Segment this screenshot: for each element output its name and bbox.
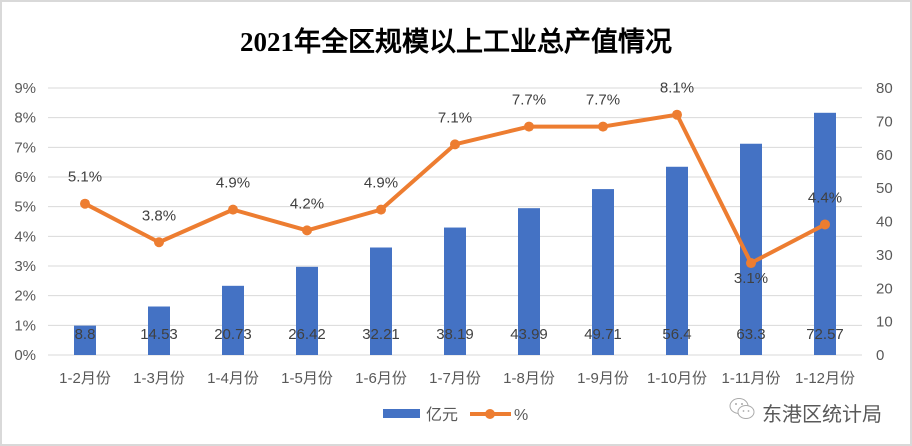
left-tick-label: 0% <box>14 347 36 364</box>
line-point <box>376 204 386 215</box>
right-tick-label: 70 <box>876 113 893 130</box>
bar-data-label: 14.53 <box>140 326 178 343</box>
line-data-label: 3.8% <box>142 207 176 224</box>
line-data-label: 5.1% <box>68 169 102 186</box>
x-tick-label: 1-3月份 <box>133 370 185 387</box>
bar <box>74 325 96 355</box>
left-tick-label: 3% <box>14 258 36 275</box>
x-tick-label: 1-5月份 <box>281 370 333 387</box>
watermark-text: 东港区统计局 <box>762 403 882 426</box>
left-tick-label: 4% <box>14 228 36 245</box>
line-point <box>80 198 90 209</box>
bar <box>814 112 836 355</box>
x-tick-label: 1-6月份 <box>355 370 407 387</box>
bar-data-label: 43.99 <box>510 326 548 343</box>
right-tick-label: 40 <box>876 214 893 231</box>
x-tick-label: 1-7月份 <box>429 370 481 387</box>
left-tick-label: 8% <box>14 110 36 127</box>
line-data-label: 4.9% <box>216 175 250 192</box>
line-point <box>228 204 238 215</box>
bar <box>370 247 392 355</box>
bar <box>296 266 318 355</box>
left-tick-label: 9% <box>14 80 36 97</box>
line-point <box>820 219 830 230</box>
watermark: 东港区统计局 <box>728 396 882 428</box>
chart-title: 2021年全区规模以上工业总产值情况 <box>240 27 672 57</box>
bar <box>444 227 466 355</box>
bar-data-label: 63.3 <box>736 326 765 343</box>
line-data-label: 8.1% <box>660 80 694 97</box>
left-tick-label: 2% <box>14 288 36 305</box>
right-tick-label: 20 <box>876 280 893 297</box>
bar-data-label: 56.4 <box>662 326 691 343</box>
line-data-label: 4.4% <box>808 189 842 206</box>
right-tick-label: 30 <box>876 247 893 264</box>
left-tick-label: 1% <box>14 317 36 334</box>
x-tick-label: 1-9月份 <box>577 370 629 387</box>
bar <box>518 208 540 355</box>
right-tick-label: 10 <box>876 314 893 331</box>
right-tick-label: 80 <box>876 80 893 97</box>
right-tick-label: 60 <box>876 147 893 164</box>
bar <box>740 143 762 355</box>
line-data-label: 4.9% <box>364 175 398 192</box>
bar <box>222 285 244 355</box>
line-data-label: 4.2% <box>290 195 324 212</box>
left-tick-label: 5% <box>14 199 36 216</box>
line-point <box>154 237 164 248</box>
x-tick-label: 1-8月份 <box>503 370 555 387</box>
bar <box>148 306 170 355</box>
wechat-icon <box>728 396 756 428</box>
legend-swatch-bar <box>383 409 420 418</box>
line-data-label: 7.7% <box>512 92 546 109</box>
right-tick-label: 0 <box>876 347 884 364</box>
legend-label-bar: 亿元 <box>426 406 458 424</box>
line-point <box>672 109 682 120</box>
bar-data-label: 49.71 <box>584 326 622 343</box>
bar-data-label: 38.19 <box>436 326 474 343</box>
left-tick-label: 6% <box>14 169 36 186</box>
bar-data-label: 26.42 <box>288 326 326 343</box>
x-tick-label: 1-12月份 <box>795 370 855 387</box>
line-point <box>450 139 460 150</box>
line-data-label: 3.1% <box>734 270 768 287</box>
x-tick-label: 1-11月份 <box>722 370 781 387</box>
x-tick-label: 1-4月份 <box>207 370 259 387</box>
x-tick-label: 1-2月份 <box>59 370 111 387</box>
bar-data-label: 72.57 <box>806 326 844 343</box>
line-data-label: 7.7% <box>586 92 620 109</box>
x-tick-label: 1-10月份 <box>647 370 707 387</box>
bar <box>592 189 614 355</box>
line-data-label: 7.1% <box>438 109 472 126</box>
line-point <box>524 121 534 132</box>
line-point <box>598 121 608 132</box>
legend-label-line: % <box>514 407 528 424</box>
bar <box>666 166 688 355</box>
legend-swatch-marker <box>485 409 495 419</box>
line-point <box>746 258 756 269</box>
bar-data-label: 32.21 <box>362 326 400 343</box>
right-tick-label: 50 <box>876 180 893 197</box>
bar-data-label: 8.8 <box>75 326 96 343</box>
bar-data-label: 20.73 <box>214 326 252 343</box>
line-point <box>302 225 312 236</box>
left-tick-label: 7% <box>14 139 36 156</box>
